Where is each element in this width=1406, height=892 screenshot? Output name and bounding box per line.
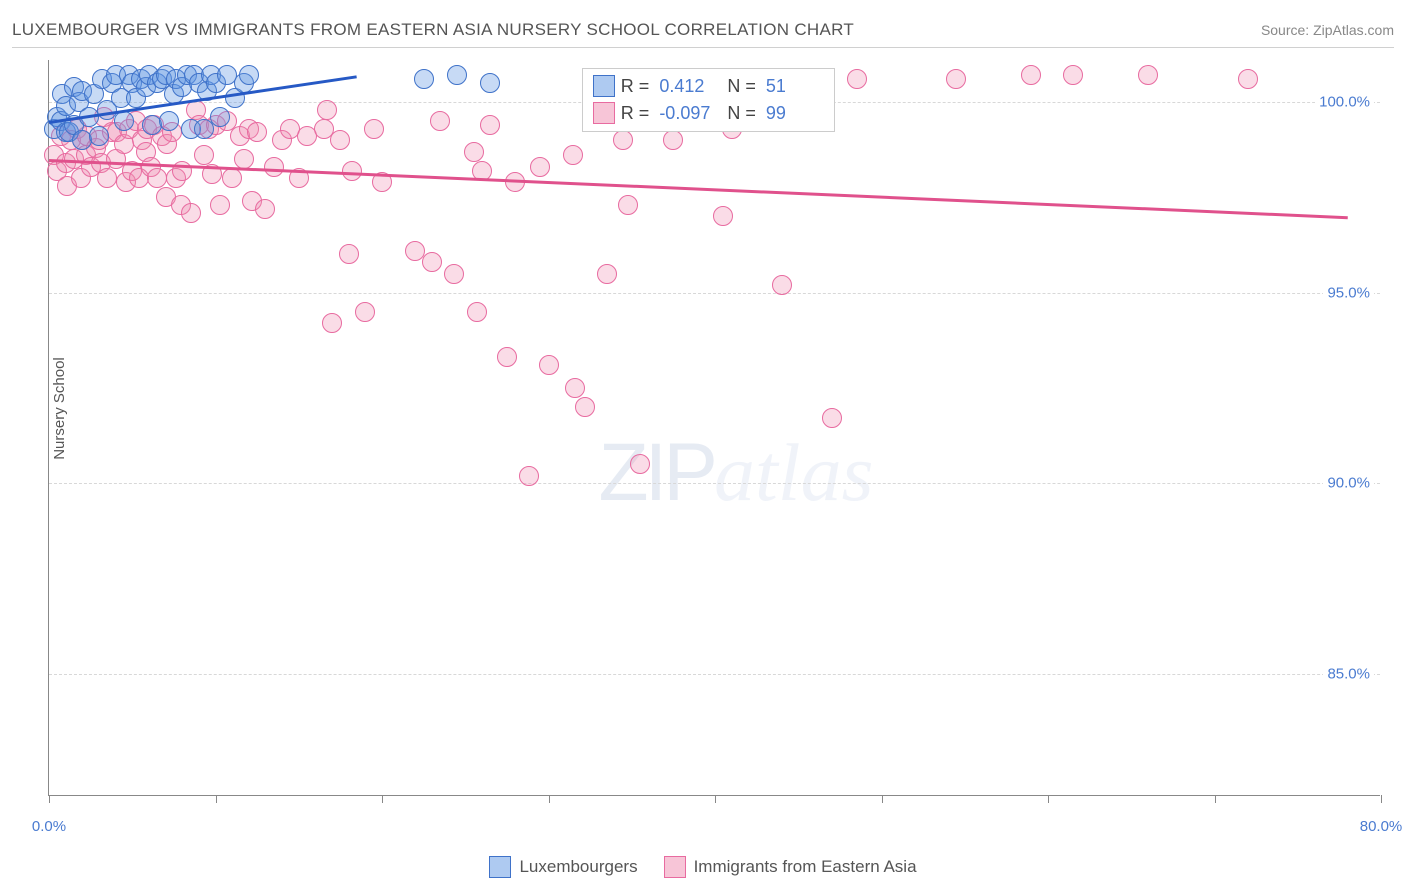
chart-source: Source: ZipAtlas.com (1261, 22, 1394, 38)
data-point-pink (322, 313, 342, 333)
data-point-pink (339, 244, 359, 264)
xtick (216, 795, 217, 803)
data-point-pink (364, 119, 384, 139)
legend-label-pink: Immigrants from Eastern Asia (694, 857, 917, 877)
data-point-pink (772, 275, 792, 295)
data-point-pink (597, 264, 617, 284)
data-point-pink (713, 206, 733, 226)
data-point-pink (467, 302, 487, 322)
data-point-pink (630, 454, 650, 474)
swatch-pink-icon (593, 102, 615, 124)
stats-text: R = 0.412 N = 51 (621, 73, 824, 100)
gridline (49, 483, 1380, 484)
data-point-pink (222, 168, 242, 188)
data-point-pink (618, 195, 638, 215)
data-point-pink (422, 252, 442, 272)
stats-row: R = 0.412 N = 51 (593, 73, 824, 100)
data-point-blue (414, 69, 434, 89)
ytick-label: 90.0% (1323, 475, 1374, 492)
data-point-pink (255, 199, 275, 219)
xtick-label: 0.0% (32, 818, 66, 835)
data-point-blue (239, 65, 259, 85)
data-point-pink (444, 264, 464, 284)
data-point-blue (159, 111, 179, 131)
stats-text: R = -0.097 N = 99 (621, 100, 824, 127)
data-point-pink (247, 122, 267, 142)
data-point-pink (563, 145, 583, 165)
stats-row: R = -0.097 N = 99 (593, 100, 824, 127)
data-point-blue (480, 73, 500, 93)
swatch-blue-icon (489, 856, 511, 878)
xtick (1381, 795, 1382, 803)
xtick (1215, 795, 1216, 803)
xtick (49, 795, 50, 803)
ytick-label: 85.0% (1323, 665, 1374, 682)
legend-item-blue: Luxembourgers (489, 856, 637, 878)
data-point-pink (497, 347, 517, 367)
chart-header: LUXEMBOURGER VS IMMIGRANTS FROM EASTERN … (12, 18, 1394, 48)
data-point-pink (342, 161, 362, 181)
data-point-pink (97, 168, 117, 188)
data-point-blue (89, 126, 109, 146)
data-point-pink (147, 168, 167, 188)
data-point-pink (565, 378, 585, 398)
data-point-pink (1138, 65, 1158, 85)
ytick-label: 95.0% (1323, 284, 1374, 301)
data-point-pink (1063, 65, 1083, 85)
data-point-pink (430, 111, 450, 131)
legend: Luxembourgers Immigrants from Eastern As… (0, 856, 1406, 878)
gridline (49, 293, 1380, 294)
ytick-label: 100.0% (1315, 93, 1374, 110)
xtick (382, 795, 383, 803)
data-point-blue (210, 107, 230, 127)
data-point-pink (575, 397, 595, 417)
data-point-blue (447, 65, 467, 85)
data-point-pink (317, 100, 337, 120)
chart-title: LUXEMBOURGER VS IMMIGRANTS FROM EASTERN … (12, 20, 854, 40)
data-point-pink (519, 466, 539, 486)
data-point-pink (264, 157, 284, 177)
data-point-pink (663, 130, 683, 150)
data-point-pink (822, 408, 842, 428)
data-point-pink (355, 302, 375, 322)
data-point-pink (1021, 65, 1041, 85)
legend-label-blue: Luxembourgers (519, 857, 637, 877)
watermark-zip: ZIP (598, 427, 714, 518)
xtick (882, 795, 883, 803)
swatch-blue-icon (593, 75, 615, 97)
stats-box: R = 0.412 N = 51R = -0.097 N = 99 (582, 68, 835, 132)
xtick (549, 795, 550, 803)
scatter-chart: ZIPatlas 85.0%90.0%95.0%100.0%0.0%80.0%R… (48, 60, 1380, 796)
swatch-pink-icon (664, 856, 686, 878)
legend-item-pink: Immigrants from Eastern Asia (664, 856, 917, 878)
trendline-pink (49, 159, 1348, 219)
data-point-pink (234, 149, 254, 169)
data-point-pink (480, 115, 500, 135)
data-point-pink (181, 203, 201, 223)
xtick-label: 80.0% (1360, 818, 1403, 835)
data-point-pink (330, 130, 350, 150)
data-point-blue (114, 111, 134, 131)
watermark-atlas: atlas (714, 427, 873, 518)
gridline (49, 674, 1380, 675)
data-point-pink (530, 157, 550, 177)
data-point-pink (1238, 69, 1258, 89)
xtick (1048, 795, 1049, 803)
data-point-pink (847, 69, 867, 89)
data-point-pink (210, 195, 230, 215)
data-point-pink (613, 130, 633, 150)
xtick (715, 795, 716, 803)
data-point-pink (539, 355, 559, 375)
data-point-pink (194, 145, 214, 165)
data-point-pink (946, 69, 966, 89)
data-point-pink (464, 142, 484, 162)
